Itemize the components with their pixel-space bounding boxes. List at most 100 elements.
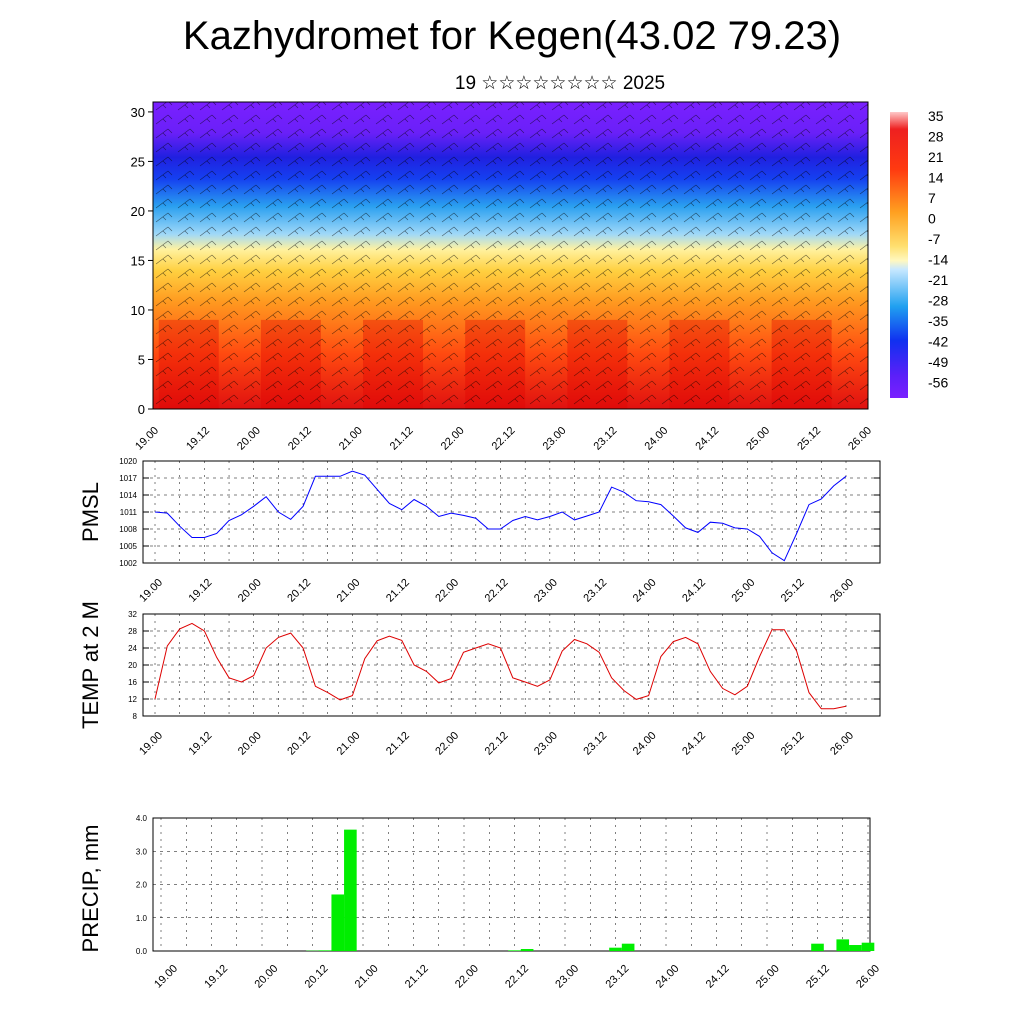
y-tick-label: 1020 bbox=[119, 457, 137, 466]
y-tick-label: 0.0 bbox=[136, 947, 148, 956]
x-tick-label: 20.12 bbox=[285, 577, 313, 605]
x-tick-label: 25.00 bbox=[729, 730, 757, 758]
x-tick-label: 23.00 bbox=[553, 963, 581, 991]
plot-frame bbox=[152, 101, 869, 410]
colorbar-label: -7 bbox=[928, 231, 941, 247]
precip-bar bbox=[811, 943, 824, 951]
plot-frame bbox=[142, 613, 881, 717]
colorbar-label: -42 bbox=[928, 334, 948, 350]
y-tick-label: 1002 bbox=[119, 559, 137, 568]
y-tick-label: 32 bbox=[128, 610, 137, 619]
precip-bar bbox=[508, 950, 521, 951]
x-tick-label: 24.12 bbox=[704, 963, 732, 991]
colorbar bbox=[890, 112, 908, 398]
x-tick-label: 19.12 bbox=[202, 963, 230, 991]
y-tick-label: 12 bbox=[128, 695, 137, 704]
colorbar-label: -56 bbox=[928, 375, 948, 391]
x-tick-label: 21.00 bbox=[337, 425, 365, 453]
x-tick-label: 24.12 bbox=[680, 730, 708, 758]
x-tick-label: 19.00 bbox=[137, 577, 165, 605]
y-tick-label: 3.0 bbox=[136, 847, 148, 856]
x-tick-label: 20.12 bbox=[286, 425, 314, 453]
precip-bar bbox=[520, 949, 534, 951]
x-tick-label: 22.12 bbox=[483, 577, 511, 605]
x-tick-label: 20.00 bbox=[235, 425, 263, 453]
colorbar-label: 7 bbox=[928, 190, 936, 206]
x-tick-label: 20.12 bbox=[303, 963, 331, 991]
colorbar-label: 28 bbox=[928, 129, 944, 145]
precip-bar bbox=[861, 942, 875, 951]
x-tick-label: 21.00 bbox=[335, 730, 363, 758]
x-tick-label: 24.00 bbox=[631, 577, 659, 605]
x-tick-label: 23.00 bbox=[541, 425, 569, 453]
colorbar-label: -49 bbox=[928, 354, 948, 370]
x-tick-label: 22.12 bbox=[490, 425, 518, 453]
x-tick-label: 19.12 bbox=[184, 425, 212, 453]
x-tick-label: 26.00 bbox=[854, 963, 882, 991]
colorbar-label: 35 bbox=[928, 108, 944, 124]
precip-bar bbox=[836, 939, 850, 951]
x-tick-label: 24.00 bbox=[642, 425, 670, 453]
x-tick-label: 24.00 bbox=[631, 730, 659, 758]
x-tick-label: 25.00 bbox=[744, 425, 772, 453]
x-tick-label: 24.12 bbox=[680, 577, 708, 605]
x-tick-label: 19.00 bbox=[152, 963, 180, 991]
x-tick-label: 25.00 bbox=[754, 963, 782, 991]
x-tick-label: 25.12 bbox=[795, 425, 823, 453]
x-tick-label: 26.00 bbox=[828, 577, 856, 605]
x-tick-label: 22.00 bbox=[433, 577, 461, 605]
x-tick-label: 19.12 bbox=[187, 730, 215, 758]
y-tick-label: 8 bbox=[133, 712, 138, 721]
x-tick-label: 22.12 bbox=[503, 963, 531, 991]
y-axis-label: PMSL bbox=[78, 482, 103, 542]
y-tick-label: 15 bbox=[131, 253, 145, 268]
x-tick-label: 26.00 bbox=[846, 425, 874, 453]
x-tick-label: 21.12 bbox=[384, 730, 412, 758]
chart-title: Kazhydromet for Kegen(43.02 79.23) bbox=[182, 14, 842, 58]
y-tick-label: 5 bbox=[138, 352, 145, 367]
x-tick-label: 23.00 bbox=[532, 730, 560, 758]
y-tick-label: 1.0 bbox=[136, 914, 148, 923]
x-tick-label: 22.00 bbox=[453, 963, 481, 991]
y-tick-label: 25 bbox=[131, 154, 145, 169]
precip-bar bbox=[609, 947, 622, 951]
x-tick-label: 22.00 bbox=[433, 730, 461, 758]
y-tick-label: 20 bbox=[128, 661, 137, 670]
x-tick-label: 21.12 bbox=[388, 425, 416, 453]
colorbar-label: -14 bbox=[928, 252, 948, 268]
x-tick-label: 23.12 bbox=[592, 425, 620, 453]
y-tick-label: 1017 bbox=[119, 474, 137, 483]
x-tick-label: 23.12 bbox=[581, 577, 609, 605]
colorbar-label: -28 bbox=[928, 293, 948, 309]
x-tick-label: 20.00 bbox=[236, 577, 264, 605]
x-tick-label: 21.00 bbox=[335, 577, 363, 605]
x-tick-label: 25.12 bbox=[779, 577, 807, 605]
pmsl-plot: 1002 1005 1008 1011 1014 1017 1020 PMSL 19.00 19.… bbox=[78, 457, 881, 605]
precip-bar bbox=[621, 943, 635, 951]
colorbar-label: 21 bbox=[928, 149, 944, 165]
x-tick-label: 24.00 bbox=[654, 963, 682, 991]
precip-bar bbox=[331, 894, 345, 951]
y-tick-label: 16 bbox=[128, 678, 137, 687]
y-tick-label: 1014 bbox=[119, 491, 137, 500]
cross-section-plot: 0 5 10 15 20 25 30 19.00 19.12 20.00 20.12 21.00 21.… bbox=[131, 101, 948, 453]
x-tick-label: 19.00 bbox=[137, 730, 165, 758]
y-tick-label: 1008 bbox=[119, 525, 137, 534]
x-tick-label: 21.12 bbox=[384, 577, 412, 605]
y-tick-label: 1005 bbox=[119, 542, 137, 551]
y-axis-label: PRECIP, mm bbox=[78, 825, 103, 953]
chart-subtitle: 19 ☆☆☆☆☆☆☆☆ 2025 bbox=[454, 73, 666, 94]
x-tick-label: 23.12 bbox=[603, 963, 631, 991]
y-tick-label: 30 bbox=[131, 105, 145, 120]
x-tick-label: 24.12 bbox=[693, 425, 721, 453]
colorbar-label: 14 bbox=[928, 170, 944, 186]
y-tick-label: 2.0 bbox=[136, 881, 148, 890]
x-tick-label: 22.00 bbox=[439, 425, 467, 453]
y-tick-label: 24 bbox=[128, 644, 137, 653]
y-tick-label: 28 bbox=[128, 627, 137, 636]
x-tick-label: 20.12 bbox=[285, 730, 313, 758]
x-tick-label: 25.12 bbox=[779, 730, 807, 758]
y-tick-label: 1011 bbox=[120, 508, 138, 517]
x-tick-label: 19.12 bbox=[187, 577, 215, 605]
